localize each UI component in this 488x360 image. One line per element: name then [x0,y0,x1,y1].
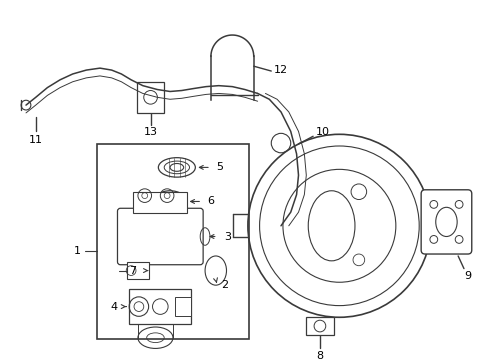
FancyBboxPatch shape [420,190,471,254]
Bar [137,82,164,113]
Bar [127,262,148,279]
Bar [305,317,333,335]
Text: 7: 7 [129,266,136,275]
FancyBboxPatch shape [117,208,203,265]
Text: 13: 13 [143,127,157,138]
Text: 3: 3 [224,231,230,242]
Bar [133,192,186,213]
Bar [129,289,191,324]
Text: 2: 2 [221,280,227,290]
Text: 11: 11 [29,135,42,145]
Text: 1: 1 [74,246,81,256]
Text: 9: 9 [463,271,470,282]
Text: 8: 8 [316,351,323,360]
Text: 5: 5 [216,162,223,172]
Text: 10: 10 [315,127,329,138]
Text: 4: 4 [110,302,117,312]
Bar [97,144,248,339]
Bar [175,297,191,316]
Text: 6: 6 [207,197,214,207]
Text: 12: 12 [273,65,287,75]
